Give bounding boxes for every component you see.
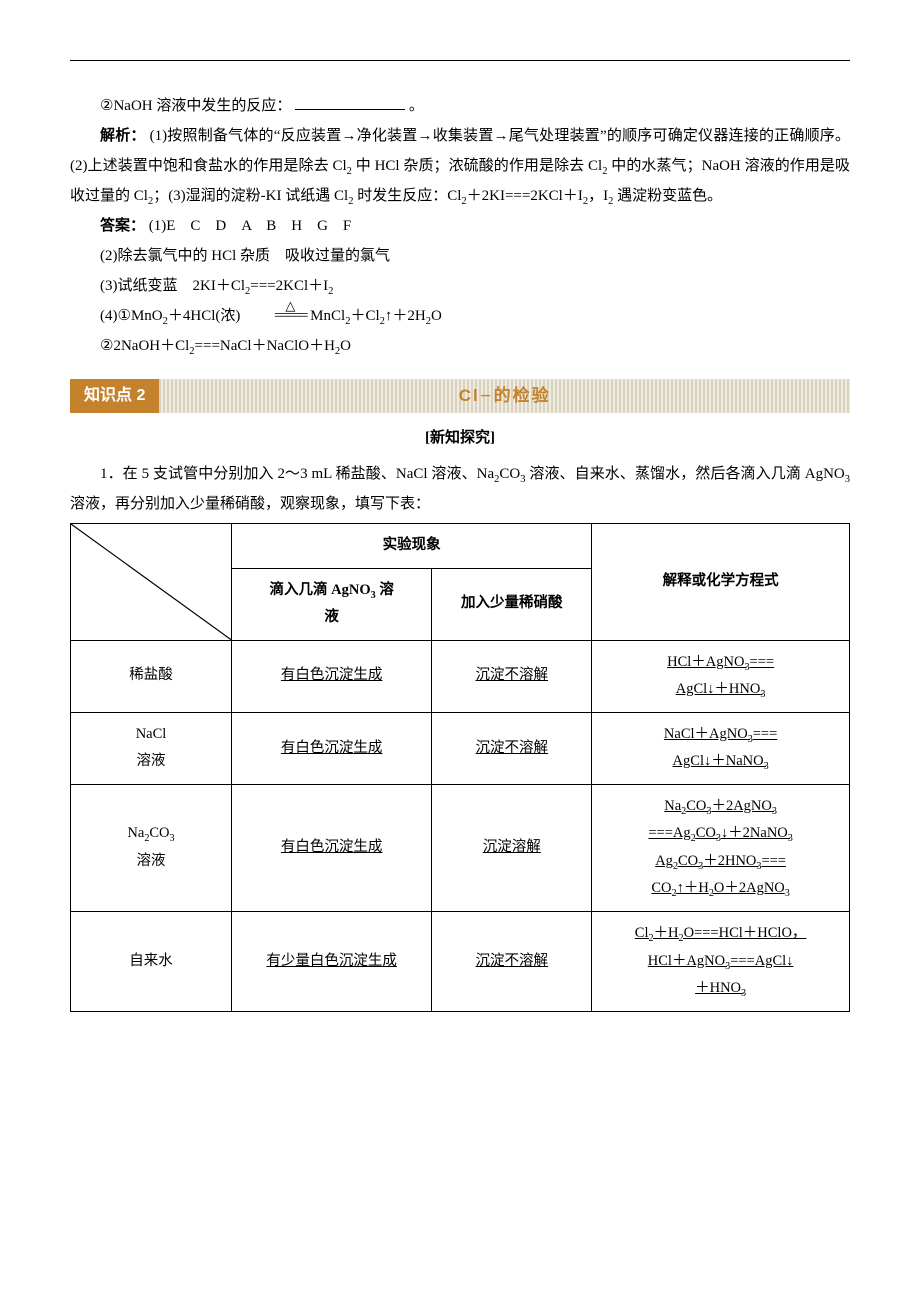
col-header-2: 加入少量稀硝酸	[432, 568, 592, 640]
table-cell: 沉淀不溶解	[432, 912, 592, 1012]
table-row: 自来水 有少量白色沉淀生成 沉淀不溶解 Cl2＋H2O===HCl＋HClO， …	[71, 912, 850, 1012]
table-cell: 有白色沉淀生成	[232, 712, 432, 784]
analysis-body: (1)按照制备气体的“反应装置→净化装置→收集装置→尾气处理装置”的顺序可确定仪…	[70, 128, 850, 204]
col-group-header: 实验现象	[232, 524, 592, 569]
cell-value: 有白色沉淀生成	[281, 839, 383, 855]
cell-value: 沉淀溶解	[483, 839, 541, 855]
table-cell: 沉淀不溶解	[432, 640, 592, 712]
table-row: NaCl溶液 有白色沉淀生成 沉淀不溶解 NaCl＋AgNO3=== AgCl↓＋…	[71, 712, 850, 784]
cell-value: 有少量白色沉淀生成	[266, 953, 397, 969]
table-row: 稀盐酸 有白色沉淀生成 沉淀不溶解 HCl＋AgNO3=== AgCl↓＋HNO3	[71, 640, 850, 712]
cell-value: ＋HNO3	[695, 980, 746, 996]
diagonal-header	[71, 524, 232, 641]
answer-3: (3)试纸变蓝 2KI＋Cl2===2KCl＋I2	[100, 278, 333, 294]
col-header-3: 解释或化学方程式	[592, 524, 850, 641]
table-cell: 沉淀不溶解	[432, 712, 592, 784]
q2-prefix: ②NaOH 溶液中发生的反应：	[100, 98, 291, 114]
cell-value: ===Ag2CO3↓＋2NaNO3	[648, 825, 792, 841]
answer-line-3: (3)试纸变蓝 2KI＋Cl2===2KCl＋I2	[70, 271, 850, 301]
row-label: Na2CO3溶液	[71, 784, 232, 911]
heated-equals: △=====	[244, 309, 306, 324]
q2-suffix: 。	[409, 98, 424, 114]
row-label: 自来水	[71, 912, 232, 1012]
answer-5: ②2NaOH＋Cl2===NaCl＋NaClO＋H2O	[100, 338, 351, 354]
answer-4: (4)①MnO2＋4HCl(浓) △===== MnCl2＋Cl2↑＋2H2O	[100, 308, 442, 324]
knowledge-point-tag: 知识点 2	[70, 379, 159, 413]
page: ②NaOH 溶液中发生的反应： 。 解析： (1)按照制备气体的“反应装置→净化…	[0, 0, 920, 1052]
cell-value: Ag2CO3＋2HNO3===	[655, 853, 786, 869]
knowledge-point-title: Cl－ 的检验	[159, 379, 850, 413]
analysis-label: 解析：	[100, 128, 146, 144]
cell-value: 沉淀不溶解	[476, 740, 549, 756]
diagonal-line-icon	[71, 524, 231, 640]
cell-value: NaCl＋AgNO3===	[664, 726, 777, 742]
experiment-table: 实验现象 解释或化学方程式 滴入几滴 AgNO3 溶液 加入少量稀硝酸 稀盐酸 …	[70, 523, 850, 1012]
answer-line-2: (2)除去氯气中的 HCl 杂质 吸收过量的氯气	[70, 241, 850, 271]
table-cell: Cl2＋H2O===HCl＋HClO， HCl＋AgNO3===AgCl↓ ＋H…	[592, 912, 850, 1012]
cell-value: HCl＋AgNO3===	[667, 654, 774, 670]
answer-line-4: (4)①MnO2＋4HCl(浓) △===== MnCl2＋Cl2↑＋2H2O	[70, 301, 850, 331]
cell-value: 沉淀不溶解	[476, 667, 549, 683]
answer-2: (2)除去氯气中的 HCl 杂质 吸收过量的氯气	[100, 248, 390, 264]
blank-field	[295, 94, 405, 110]
intro-text: 1．在 5 支试管中分别加入 2～3 mL 稀盐酸、NaCl 溶液、Na2CO3…	[70, 466, 850, 512]
question-2: ②NaOH 溶液中发生的反应： 。	[70, 91, 850, 121]
answer-line-1: 答案： (1)E C D A B H G F	[70, 211, 850, 241]
cell-value: Na2CO3＋2AgNO3	[664, 798, 777, 814]
table-cell: 有白色沉淀生成	[232, 640, 432, 712]
analysis-para: 解析： (1)按照制备气体的“反应装置→净化装置→收集装置→尾气处理装置”的顺序…	[70, 121, 850, 211]
row-label: 稀盐酸	[71, 640, 232, 712]
table-cell: HCl＋AgNO3=== AgCl↓＋HNO3	[592, 640, 850, 712]
intro-para: 1．在 5 支试管中分别加入 2～3 mL 稀盐酸、NaCl 溶液、Na2CO3…	[70, 459, 850, 519]
cell-value: 有白色沉淀生成	[281, 667, 383, 683]
col-header-1: 滴入几滴 AgNO3 溶液	[232, 568, 432, 640]
top-rule	[70, 60, 850, 61]
cell-value: AgCl↓＋NaNO3	[673, 753, 769, 769]
table-cell: 沉淀溶解	[432, 784, 592, 911]
answer-label: 答案：	[100, 218, 145, 234]
table-cell: NaCl＋AgNO3=== AgCl↓＋NaNO3	[592, 712, 850, 784]
row-label: NaCl溶液	[71, 712, 232, 784]
cell-value: HCl＋AgNO3===AgCl↓	[648, 953, 794, 969]
table-row: 实验现象 解释或化学方程式	[71, 524, 850, 569]
table-cell: Na2CO3＋2AgNO3 ===Ag2CO3↓＋2NaNO3 Ag2CO3＋2…	[592, 784, 850, 911]
answer-line-5: ②2NaOH＋Cl2===NaCl＋NaClO＋H2O	[70, 331, 850, 361]
cell-value: 沉淀不溶解	[476, 953, 549, 969]
cell-value: 有白色沉淀生成	[281, 740, 383, 756]
table-cell: 有白色沉淀生成	[232, 784, 432, 911]
table-row: Na2CO3溶液 有白色沉淀生成 沉淀溶解 Na2CO3＋2AgNO3 ===A…	[71, 784, 850, 911]
table-cell: 有少量白色沉淀生成	[232, 912, 432, 1012]
answer-1: (1)E C D A B H G F	[149, 218, 352, 234]
sub-heading: [新知探究]	[70, 423, 850, 453]
cell-value: CO2↑＋H2O＋2AgNO3	[651, 880, 789, 896]
knowledge-point-box: 知识点 2 Cl－ 的检验	[70, 379, 850, 413]
cell-value: AgCl↓＋HNO3	[676, 681, 766, 697]
cell-value: Cl2＋H2O===HCl＋HClO，	[635, 925, 807, 941]
